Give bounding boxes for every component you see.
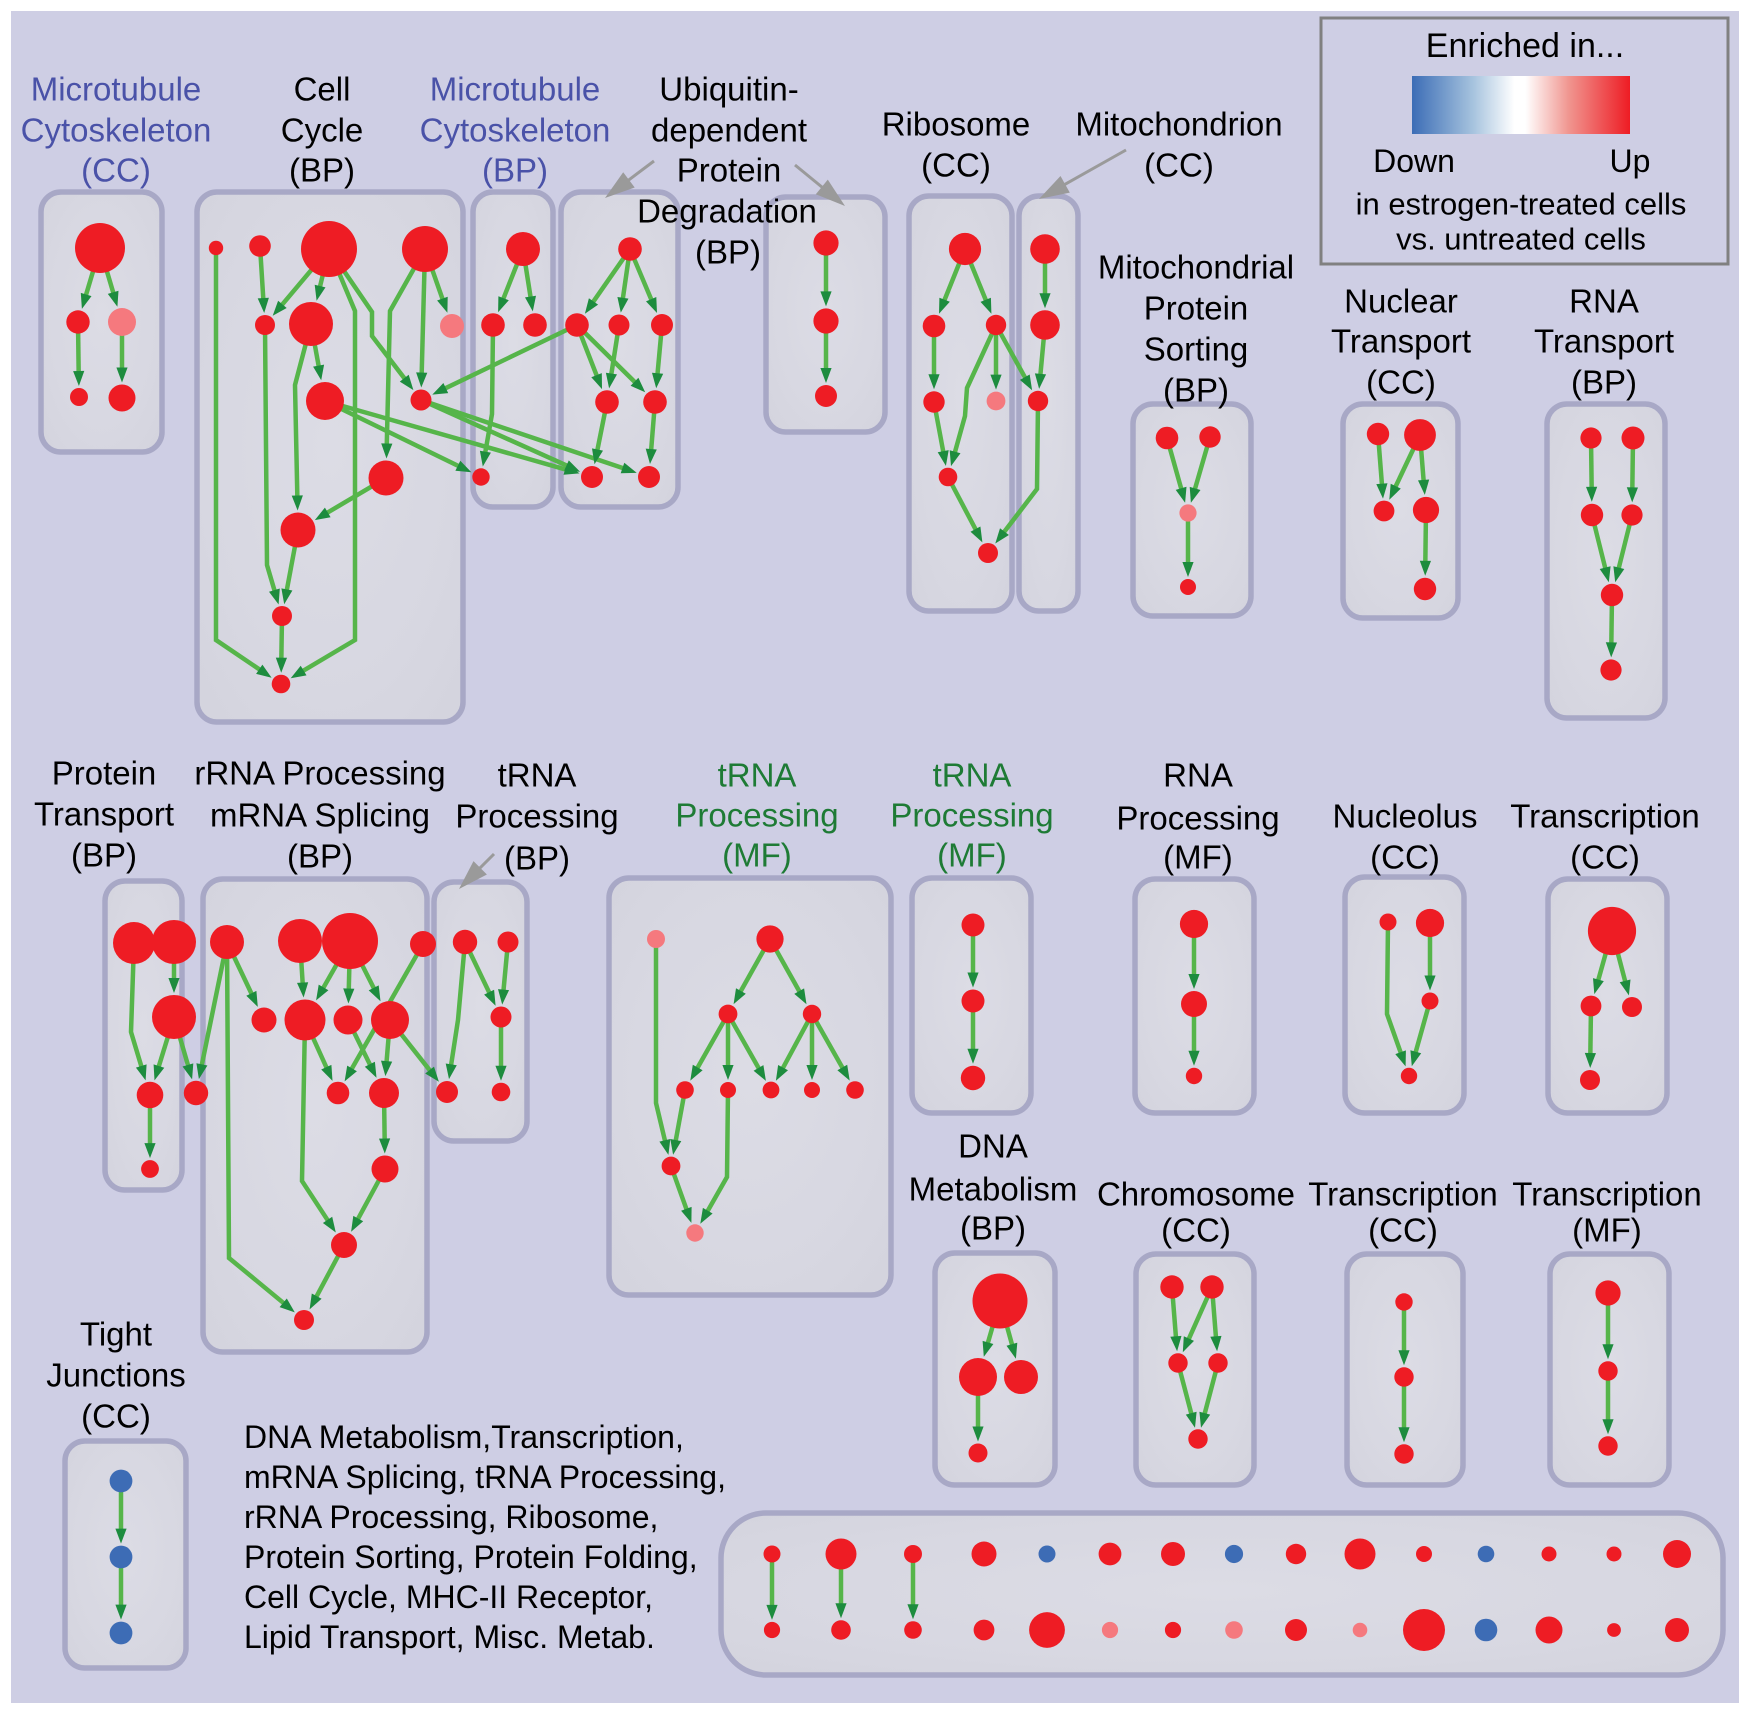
svg-text:Transport: Transport [1331, 323, 1471, 360]
svg-text:(CC): (CC) [81, 1398, 151, 1435]
svg-text:Cell Cycle, MHC-II Receptor,: Cell Cycle, MHC-II Receptor, [244, 1579, 653, 1615]
svg-text:Processing: Processing [675, 797, 838, 834]
svg-text:(MF): (MF) [1163, 839, 1233, 876]
svg-text:Processing: Processing [890, 797, 1053, 834]
svg-text:Processing: Processing [455, 798, 618, 835]
svg-text:(CC): (CC) [1370, 839, 1440, 876]
svg-text:Metabolism: Metabolism [909, 1171, 1078, 1208]
svg-text:(MF): (MF) [722, 837, 792, 874]
svg-text:Enriched in...: Enriched in... [1426, 27, 1624, 65]
svg-text:Mitochondrion: Mitochondrion [1075, 106, 1282, 143]
svg-text:tRNA: tRNA [718, 757, 797, 794]
svg-text:tRNA: tRNA [498, 757, 577, 794]
svg-text:Processing: Processing [1116, 800, 1279, 837]
svg-text:Up: Up [1610, 143, 1651, 179]
svg-text:Nuclear: Nuclear [1344, 283, 1458, 320]
svg-text:(CC): (CC) [921, 147, 991, 184]
svg-text:Lipid Transport, Misc. Metab.: Lipid Transport, Misc. Metab. [244, 1619, 655, 1655]
svg-text:Protein Sorting, Protein Foldi: Protein Sorting, Protein Folding, [244, 1539, 698, 1575]
svg-text:rRNA Processing: rRNA Processing [194, 755, 445, 792]
svg-text:(MF): (MF) [937, 837, 1007, 874]
svg-text:tRNA: tRNA [933, 757, 1012, 794]
svg-text:(BP): (BP) [71, 837, 137, 874]
svg-text:Tight: Tight [80, 1316, 152, 1353]
svg-text:mRNA Splicing: mRNA Splicing [210, 797, 430, 834]
svg-text:dependent: dependent [651, 112, 807, 149]
svg-text:(CC): (CC) [81, 152, 151, 189]
svg-text:Down: Down [1373, 143, 1455, 179]
svg-text:vs. untreated cells: vs. untreated cells [1396, 222, 1646, 257]
svg-text:Transport: Transport [34, 796, 174, 833]
svg-text:RNA: RNA [1163, 757, 1233, 794]
svg-text:Microtubule: Microtubule [430, 71, 601, 108]
svg-text:Ubiquitin-: Ubiquitin- [659, 71, 798, 108]
svg-text:in estrogen-treated cells: in estrogen-treated cells [1356, 187, 1687, 222]
svg-text:Transcription: Transcription [1512, 1176, 1702, 1213]
svg-text:Cycle: Cycle [281, 112, 364, 149]
svg-text:Degradation: Degradation [637, 193, 817, 230]
svg-text:(BP): (BP) [482, 152, 548, 189]
svg-text:Protein: Protein [1144, 290, 1249, 327]
svg-text:rRNA Processing, Ribosome,: rRNA Processing, Ribosome, [244, 1499, 658, 1535]
svg-text:Sorting: Sorting [1144, 331, 1249, 368]
svg-text:Junctions: Junctions [46, 1357, 185, 1394]
svg-text:Mitochondrial: Mitochondrial [1098, 249, 1294, 286]
svg-text:RNA: RNA [1569, 283, 1639, 320]
svg-text:(BP): (BP) [287, 838, 353, 875]
svg-text:(BP): (BP) [504, 840, 570, 877]
svg-text:Nucleolus: Nucleolus [1333, 798, 1478, 835]
svg-text:(BP): (BP) [960, 1210, 1026, 1247]
svg-text:Ribosome: Ribosome [882, 106, 1031, 143]
svg-text:Microtubule: Microtubule [31, 71, 202, 108]
svg-text:(CC): (CC) [1144, 147, 1214, 184]
svg-text:Protein: Protein [677, 152, 782, 189]
svg-text:Transcription: Transcription [1510, 798, 1700, 835]
svg-text:(BP): (BP) [695, 234, 761, 271]
svg-text:Cell: Cell [294, 71, 351, 108]
svg-text:(BP): (BP) [289, 152, 355, 189]
svg-text:DNA Metabolism,Transcription,: DNA Metabolism,Transcription, [244, 1419, 684, 1455]
svg-text:(MF): (MF) [1572, 1212, 1642, 1249]
svg-text:Cytoskeleton: Cytoskeleton [21, 112, 212, 149]
svg-text:Chromosome: Chromosome [1097, 1176, 1295, 1213]
svg-text:Cytoskeleton: Cytoskeleton [420, 112, 611, 149]
svg-text:(BP): (BP) [1571, 364, 1637, 401]
svg-text:Protein: Protein [52, 755, 157, 792]
svg-text:mRNA Splicing, tRNA Processing: mRNA Splicing, tRNA Processing, [244, 1459, 726, 1495]
svg-text:Transcription: Transcription [1308, 1176, 1498, 1213]
svg-text:(BP): (BP) [1163, 372, 1229, 409]
svg-text:(CC): (CC) [1368, 1212, 1438, 1249]
svg-text:(CC): (CC) [1570, 839, 1640, 876]
svg-text:Transport: Transport [1534, 323, 1674, 360]
svg-text:DNA: DNA [958, 1128, 1028, 1165]
svg-text:(CC): (CC) [1366, 364, 1436, 401]
svg-text:(CC): (CC) [1161, 1212, 1231, 1249]
